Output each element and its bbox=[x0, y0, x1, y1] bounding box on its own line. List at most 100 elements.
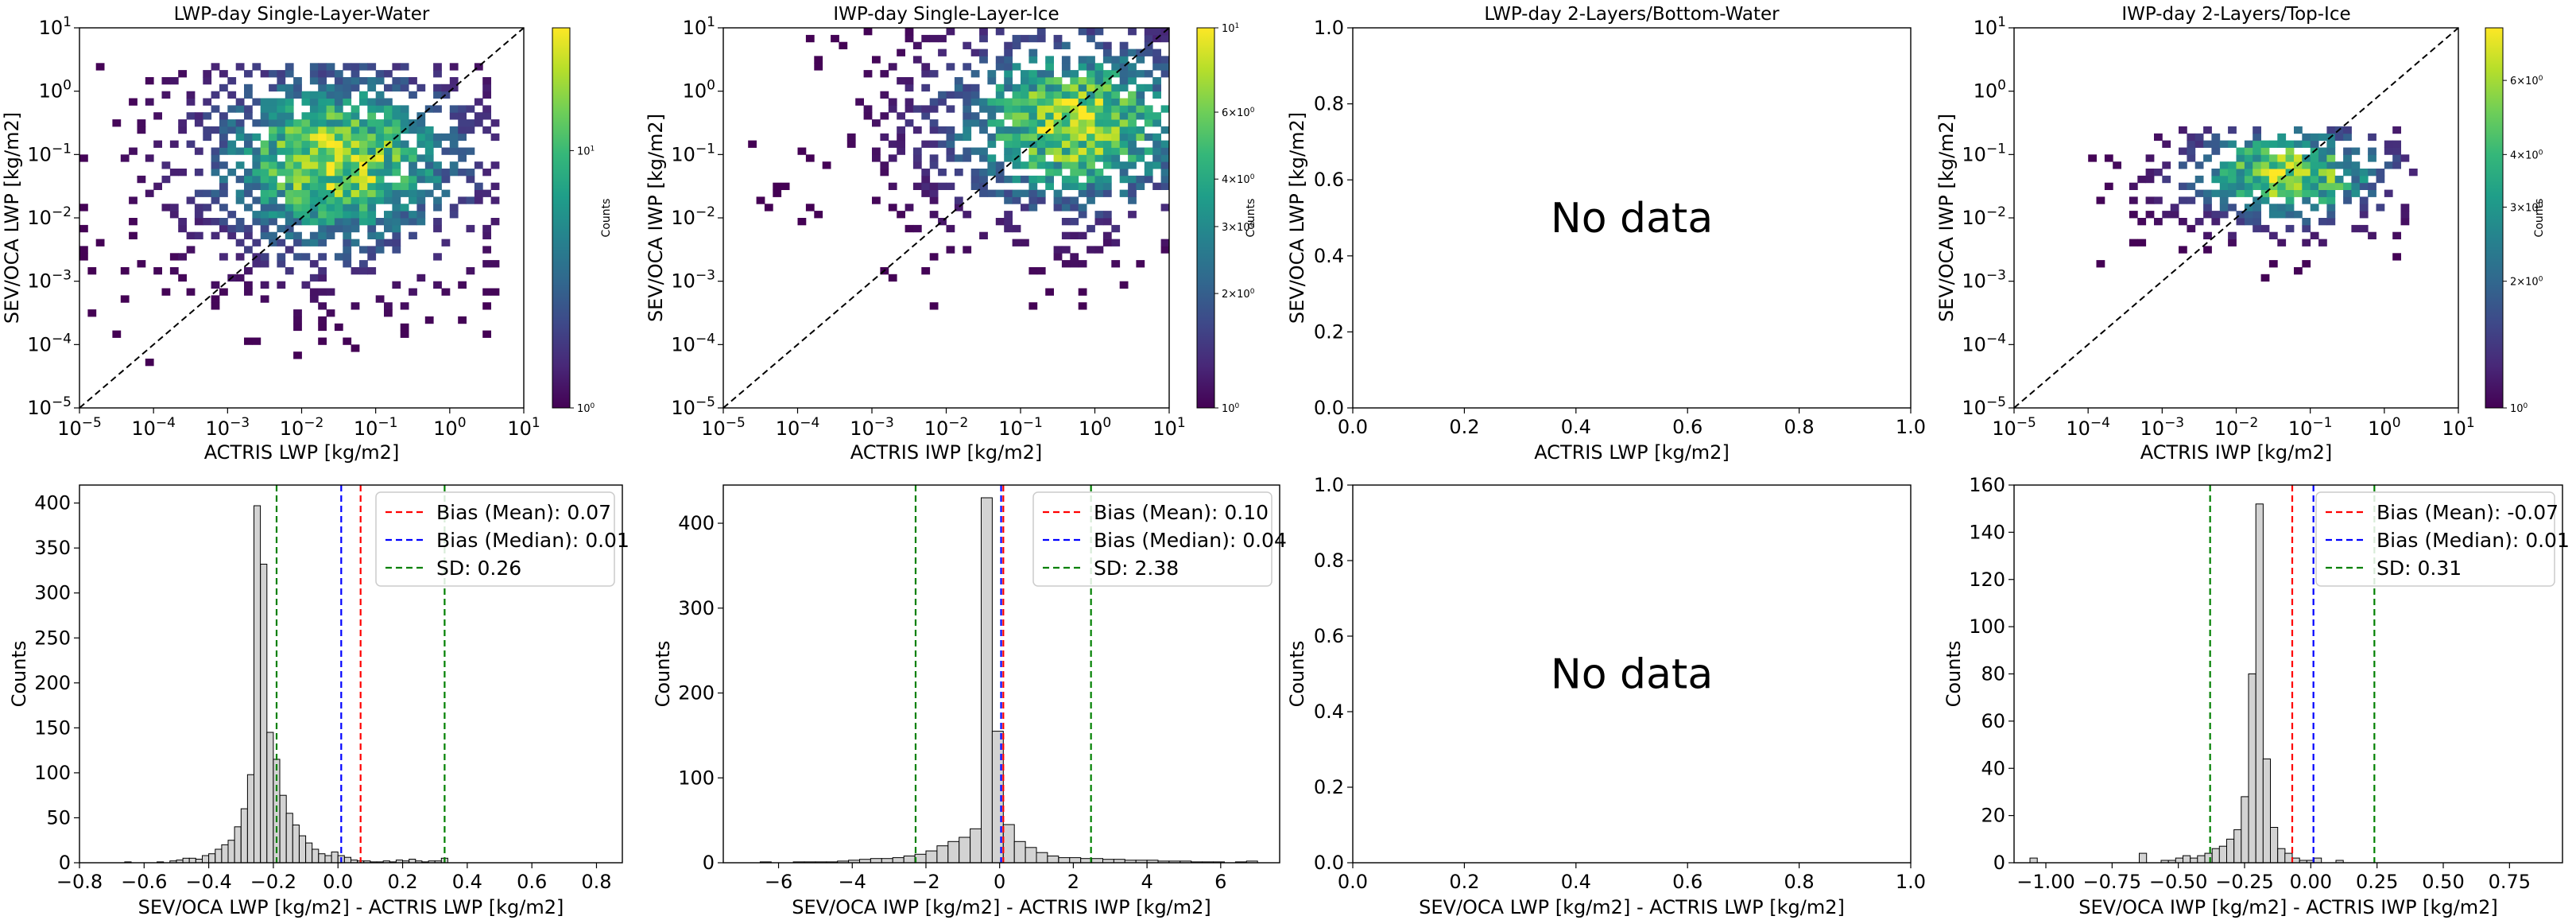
heatmap-cell bbox=[2285, 189, 2295, 197]
heatmap-cell bbox=[2376, 204, 2385, 212]
heatmap-cell bbox=[194, 218, 203, 226]
heatmap-cell bbox=[1078, 147, 1087, 155]
heatmap-cell bbox=[2253, 161, 2261, 169]
heatmap-cell bbox=[2145, 175, 2155, 184]
heatmap-cell bbox=[326, 211, 335, 219]
heatmap-cell bbox=[1152, 140, 1161, 148]
heatmap-cell bbox=[1144, 175, 1153, 184]
heatmap-cell bbox=[2129, 211, 2138, 219]
heatmap-cell bbox=[938, 182, 947, 190]
heatmap-cell bbox=[269, 112, 277, 120]
heatmap-cell bbox=[1004, 105, 1013, 113]
y-tick-label: 80 bbox=[1981, 663, 2005, 685]
heatmap-cell bbox=[2400, 154, 2410, 162]
heatmap-cell bbox=[203, 204, 212, 212]
heatmap-cell bbox=[293, 175, 302, 184]
heatmap-cell bbox=[351, 112, 360, 120]
heatmap-cell bbox=[178, 119, 187, 127]
heatmap-cell bbox=[252, 182, 261, 190]
heatmap-cell bbox=[995, 126, 1005, 134]
heatmap-cell bbox=[1045, 161, 1054, 169]
heatmap-cell bbox=[1078, 133, 1087, 142]
heatmap-cell bbox=[781, 182, 790, 190]
heatmap-cell bbox=[277, 189, 286, 197]
heatmap-cell bbox=[1053, 140, 1063, 148]
heatmap-cell bbox=[235, 147, 245, 155]
heatmap-cell bbox=[970, 112, 980, 120]
heatmap-cell bbox=[433, 70, 442, 78]
heatmap-cell bbox=[2236, 211, 2245, 219]
heatmap-cell bbox=[2392, 140, 2401, 148]
heatmap-cell bbox=[334, 98, 343, 106]
histogram-bar bbox=[892, 857, 905, 864]
heatmap-cell bbox=[244, 175, 253, 184]
heatmap-cell bbox=[1036, 91, 1046, 99]
heatmap-cell bbox=[2162, 175, 2171, 184]
histogram-bar bbox=[947, 840, 960, 864]
y-tick-label: 200 bbox=[34, 672, 71, 694]
heatmap-cell bbox=[814, 56, 823, 64]
heatmap-cell bbox=[1036, 70, 1046, 78]
x-tick-label: 0.2 bbox=[1449, 871, 1479, 893]
heatmap-cell bbox=[2137, 218, 2147, 226]
histogram-bar bbox=[2277, 848, 2286, 864]
heatmap-cell bbox=[1053, 189, 1063, 197]
heatmap-cell bbox=[334, 224, 343, 233]
heatmap-cell bbox=[301, 98, 311, 106]
heatmap-cell bbox=[309, 295, 319, 303]
heatmap-cell bbox=[1094, 91, 1104, 99]
heatmap-cell bbox=[416, 211, 426, 219]
empty-panel-6: 0.0 0.2 0.4 0.6 0.8 1.00.00.20.40.60.81.0SEV/… bbox=[1286, 474, 1926, 918]
heatmap-cell bbox=[219, 253, 228, 261]
heatmap-cell bbox=[416, 218, 426, 226]
heatmap-cell bbox=[2334, 175, 2344, 184]
colorbar-label: Counts bbox=[1245, 199, 1257, 238]
heatmap-cell bbox=[1094, 119, 1104, 127]
heatmap-cell bbox=[1087, 112, 1095, 120]
heatmap-cell bbox=[359, 77, 368, 85]
heatmap-cell bbox=[359, 147, 368, 155]
heatmap-cell bbox=[963, 98, 972, 106]
histogram-bar bbox=[1002, 824, 1015, 864]
heatmap-cell bbox=[2310, 189, 2319, 197]
heatmap-cell bbox=[1028, 70, 1038, 78]
heatmap-cell bbox=[2318, 182, 2327, 190]
heatmap-cell bbox=[466, 196, 475, 204]
heatmap-cell bbox=[326, 119, 335, 127]
heatmap-cell bbox=[1012, 189, 1021, 197]
heatmap-cell bbox=[1128, 112, 1137, 120]
heatmap-cell bbox=[1160, 140, 1170, 148]
heatmap-cell bbox=[1094, 41, 1104, 49]
heatmap-cell bbox=[773, 182, 782, 190]
heatmap-cell bbox=[285, 140, 294, 148]
heatmap-cell bbox=[260, 281, 269, 289]
heatmap-cell bbox=[2351, 189, 2361, 197]
heatmap-cell bbox=[1152, 161, 1161, 169]
heatmap-cell bbox=[2236, 147, 2245, 155]
y-tick-label: 20 bbox=[1981, 805, 2005, 827]
heatmap-cell bbox=[301, 253, 311, 261]
heatmap-cell bbox=[343, 196, 352, 204]
histogram-bars bbox=[759, 497, 1258, 864]
heatmap-cell bbox=[343, 119, 352, 127]
y-tick-label: 60 bbox=[1981, 710, 2005, 732]
heatmap-cell bbox=[326, 98, 335, 106]
heatmap-cell bbox=[458, 126, 467, 134]
legend-entry: Bias (Median): 0.04 bbox=[1094, 529, 1287, 552]
heatmap-cell bbox=[343, 98, 352, 106]
heatmap-cell bbox=[161, 91, 171, 99]
heatmap-cell bbox=[466, 105, 475, 113]
heatmap-cell bbox=[375, 126, 385, 134]
heatmap-cell bbox=[1012, 196, 1021, 204]
heatmap-cell bbox=[161, 161, 171, 169]
y-tick-label: 100 bbox=[1969, 615, 2005, 638]
heatmap-cell bbox=[211, 231, 220, 239]
heatmap-cell bbox=[2203, 211, 2212, 219]
heatmap-cell bbox=[921, 175, 931, 184]
heatmap-cell bbox=[1160, 56, 1170, 64]
heatmap-cell bbox=[400, 218, 409, 226]
heatmap-cell bbox=[409, 77, 417, 85]
heatmap-cell bbox=[929, 189, 939, 197]
heatmap-cell bbox=[2285, 175, 2295, 184]
heatmap-cell bbox=[2310, 175, 2319, 184]
